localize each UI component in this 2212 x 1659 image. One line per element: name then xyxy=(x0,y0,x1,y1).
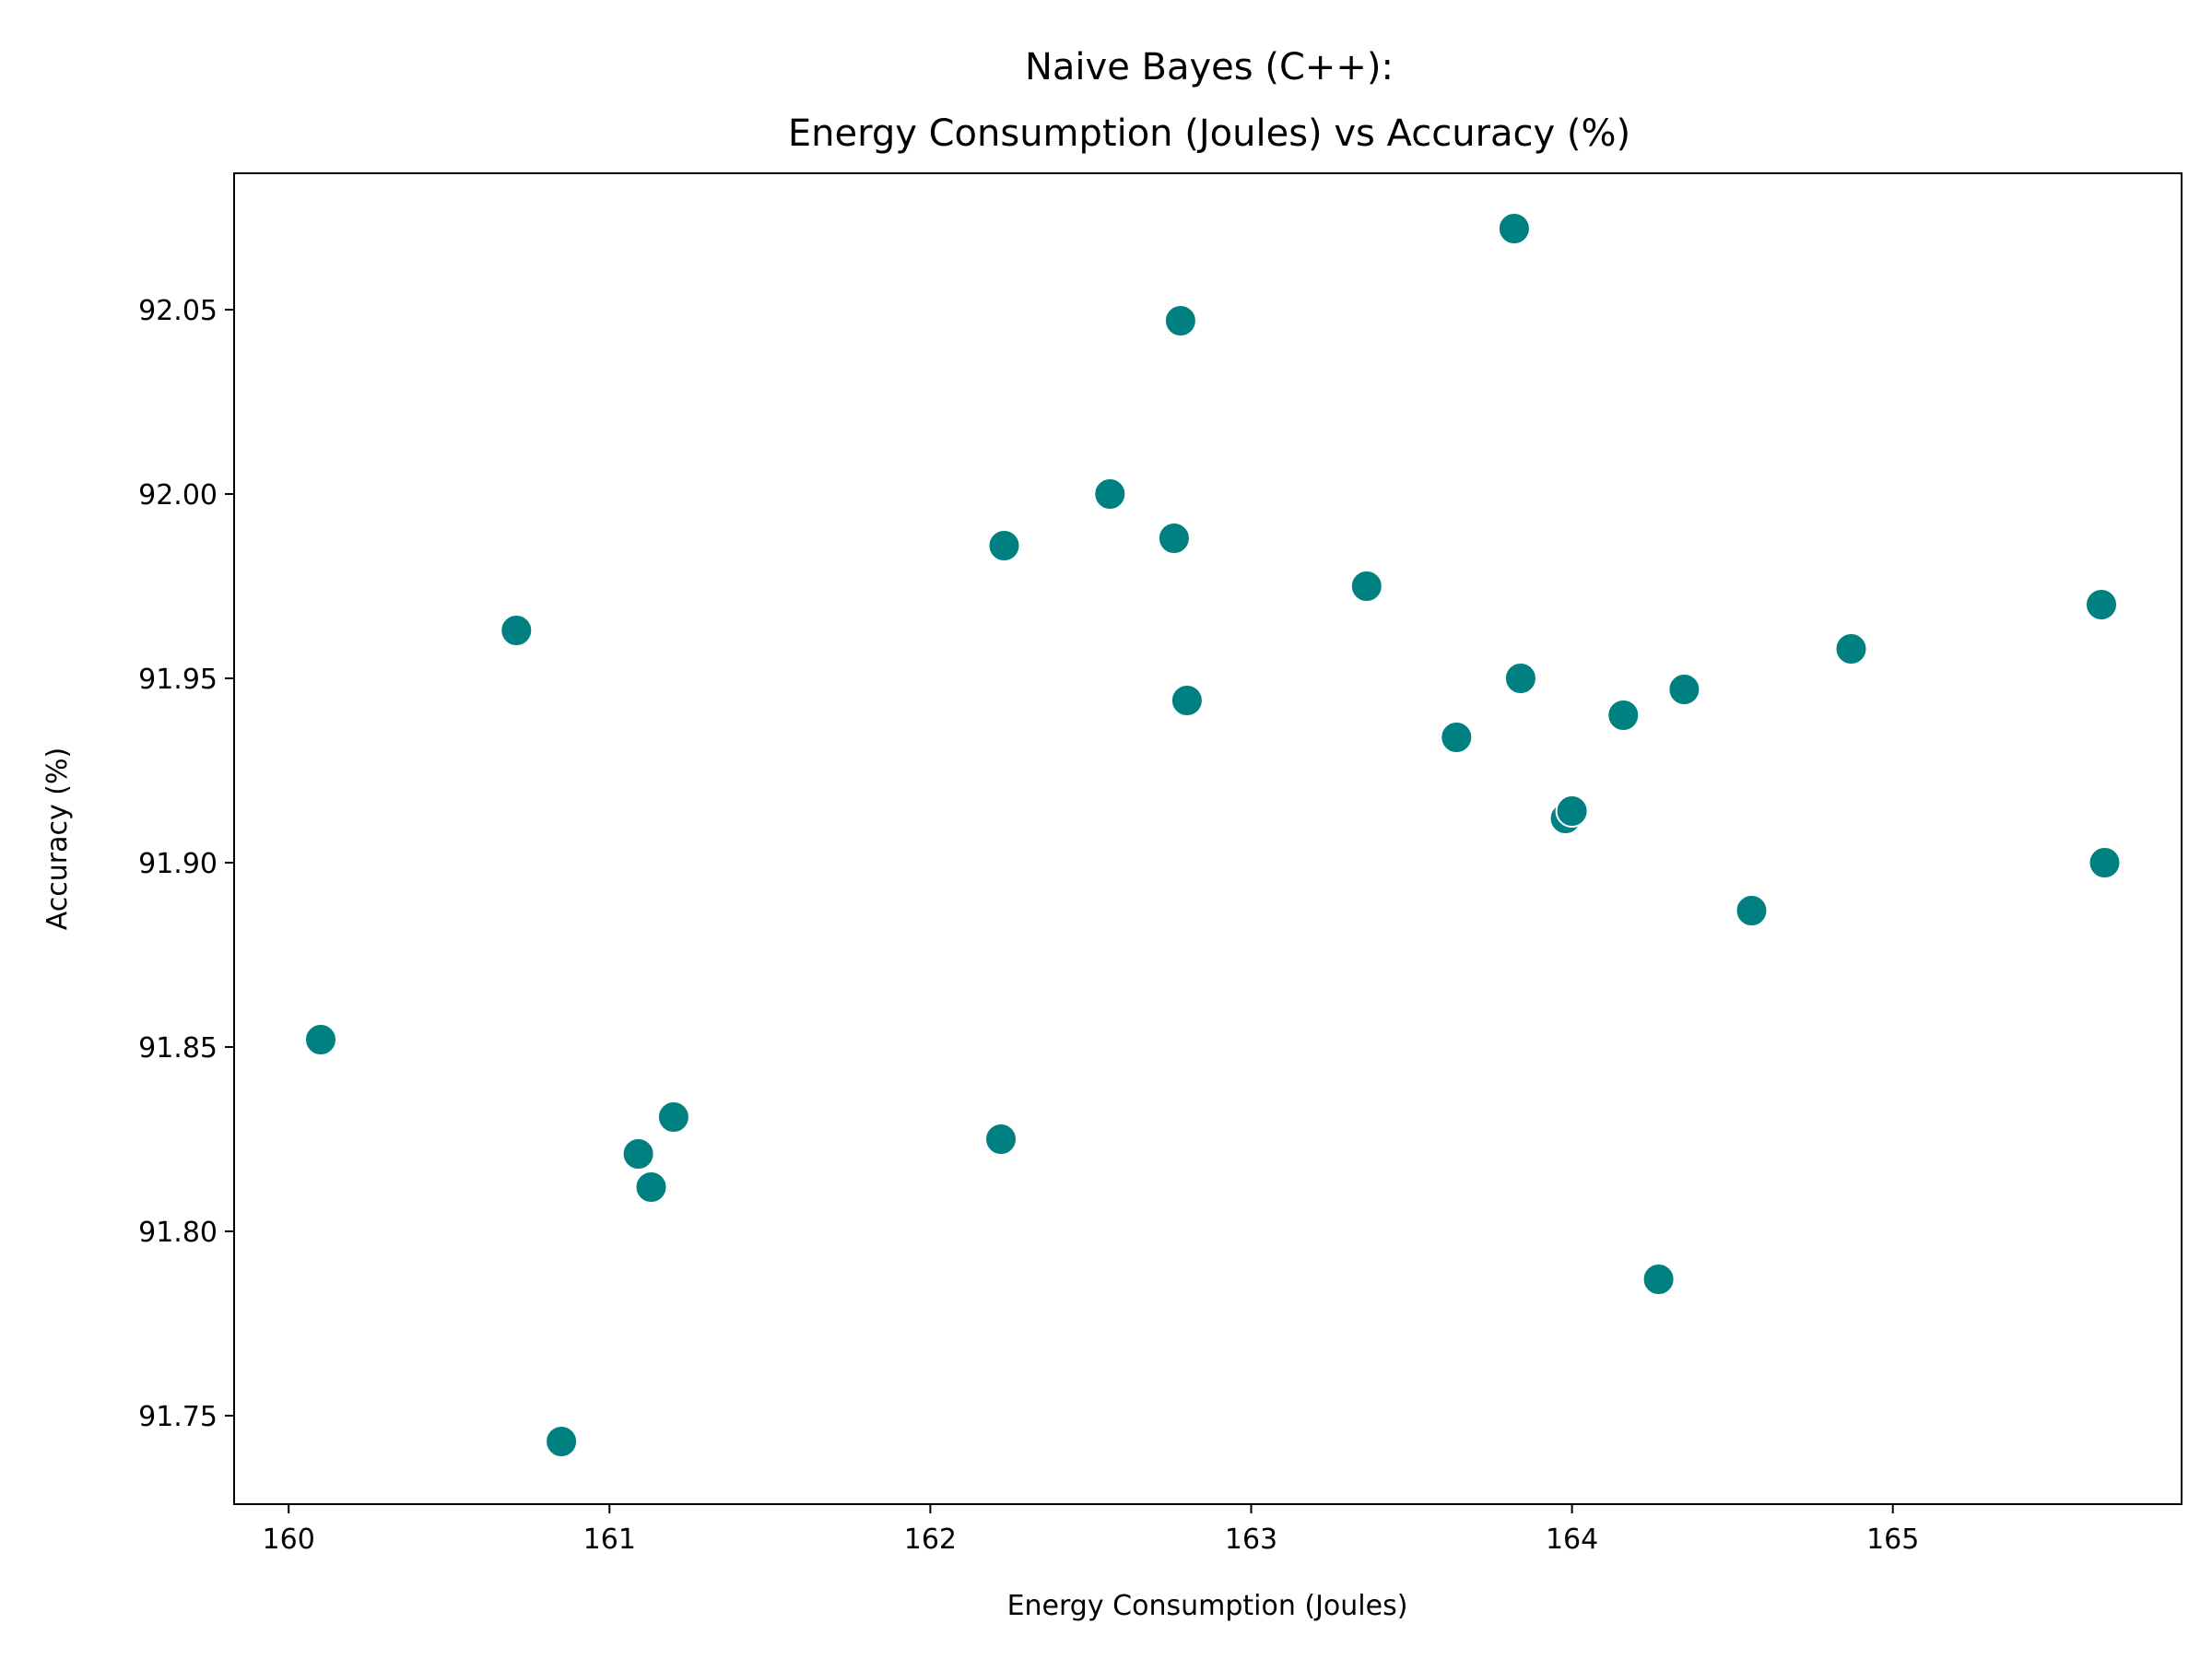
data-point xyxy=(656,1100,690,1134)
y-tick-label: 91.95 xyxy=(138,664,218,696)
data-point xyxy=(1163,304,1197,337)
chart-title-line-2: Energy Consumption (Joules) vs Accuracy … xyxy=(788,112,1630,155)
y-axis: 91.75 91.80 91.85 91.90 91.95 92.00 92.05 xyxy=(138,295,234,1433)
y-tick-label: 92.00 xyxy=(138,479,218,512)
x-tick-label: 165 xyxy=(1866,1524,1919,1556)
x-tick-label: 160 xyxy=(263,1524,315,1556)
chart-title-line-1: Naive Bayes (C++): xyxy=(1025,46,1394,88)
y-tick-label: 91.75 xyxy=(138,1401,218,1433)
x-axis-label: Energy Consumption (Joules) xyxy=(1007,1590,1408,1622)
data-point xyxy=(1606,699,1641,732)
x-tick-label: 164 xyxy=(1546,1524,1598,1556)
x-tick-label: 161 xyxy=(583,1524,636,1556)
data-point xyxy=(1641,1263,1676,1296)
y-axis-label: Accuracy (%) xyxy=(41,747,74,930)
data-point xyxy=(634,1171,668,1204)
data-point xyxy=(1157,522,1191,555)
data-point xyxy=(1497,212,1531,245)
plot-frame xyxy=(233,172,2183,1505)
x-tick-label: 162 xyxy=(904,1524,957,1556)
data-point xyxy=(545,1425,579,1458)
data-point xyxy=(1503,662,1537,695)
data-point xyxy=(1440,721,1474,754)
y-tick-label: 91.90 xyxy=(138,848,218,880)
data-point xyxy=(304,1023,337,1056)
x-tick-label: 163 xyxy=(1225,1524,1277,1556)
data-point xyxy=(984,1123,1018,1156)
data-point xyxy=(1555,794,1589,828)
data-point xyxy=(1834,632,1868,665)
data-point xyxy=(1170,684,1204,717)
data-point xyxy=(1667,673,1701,706)
y-tick-label: 91.85 xyxy=(138,1032,218,1065)
data-point xyxy=(1735,894,1769,927)
data-point xyxy=(1093,477,1127,511)
data-point xyxy=(987,529,1021,562)
data-point xyxy=(1349,570,1383,603)
plot-area xyxy=(304,212,2122,1458)
data-point xyxy=(2085,588,2118,621)
data-point xyxy=(2088,846,2122,879)
y-tick-label: 92.05 xyxy=(138,295,218,327)
data-point xyxy=(621,1137,655,1171)
x-axis: 160 161 162 163 164 165 xyxy=(263,1504,1919,1556)
y-tick-label: 91.80 xyxy=(138,1217,218,1249)
data-point xyxy=(500,614,534,647)
